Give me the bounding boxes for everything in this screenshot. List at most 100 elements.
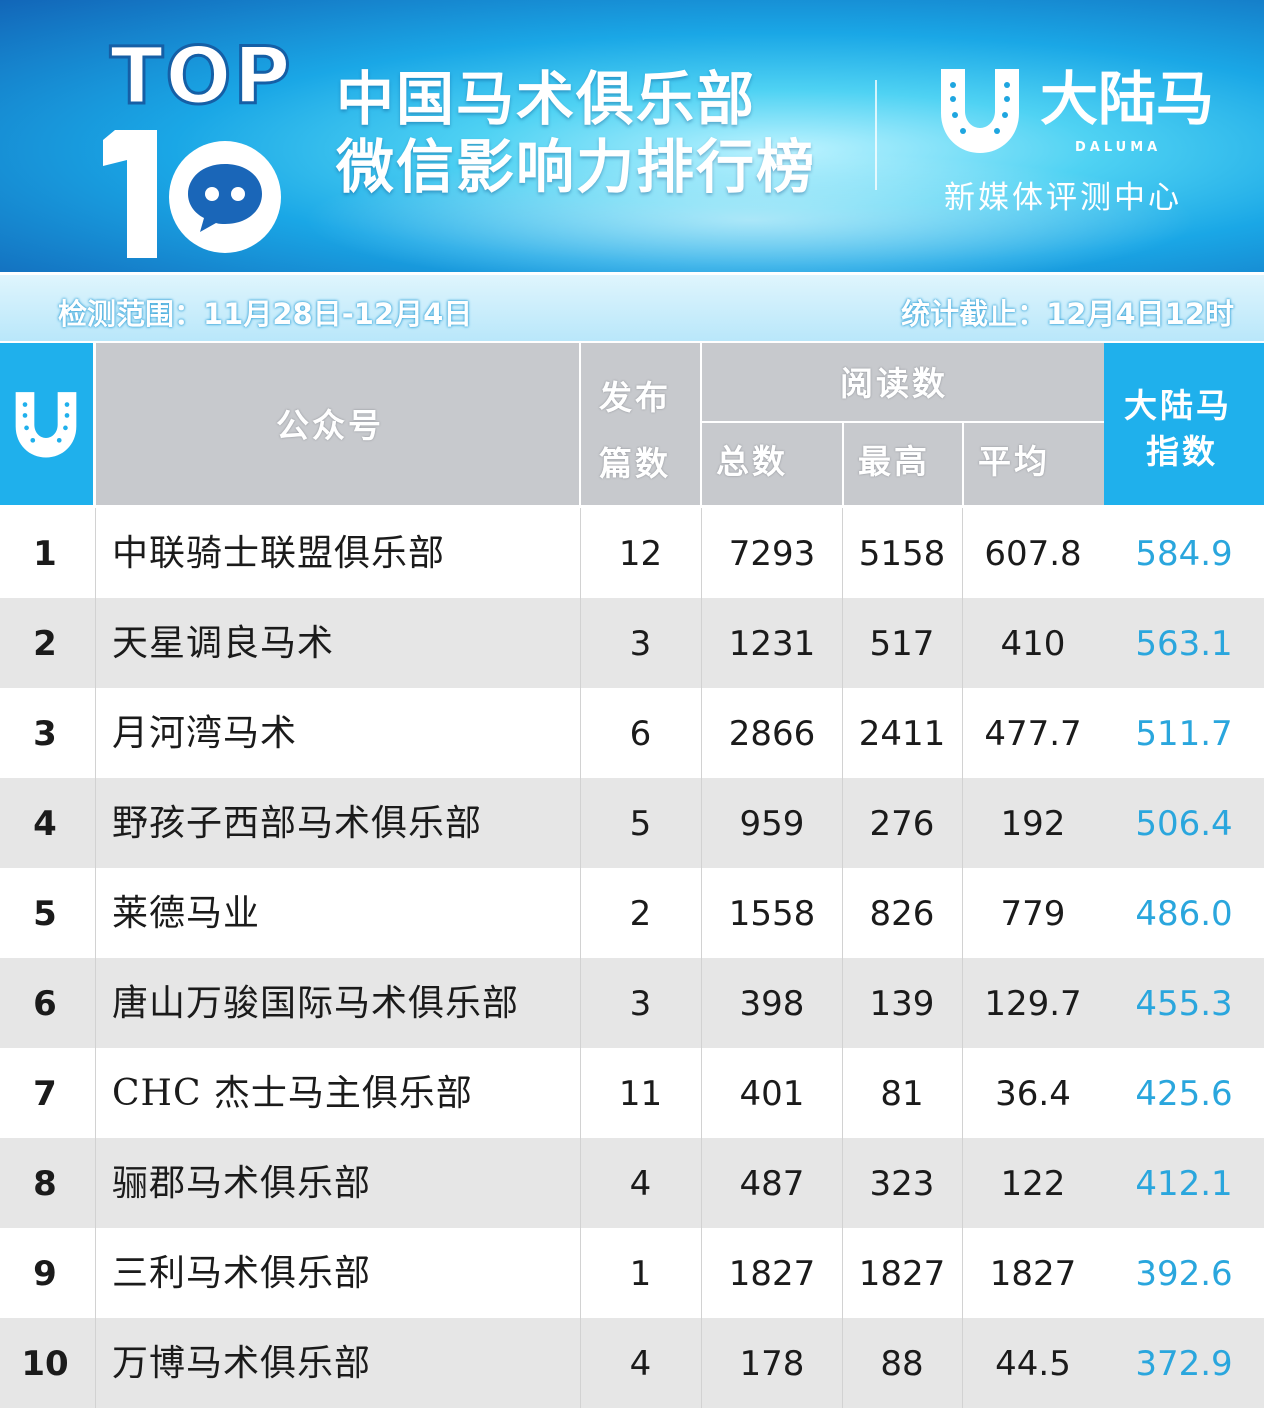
brand-name: 大陆马 [1040, 65, 1215, 133]
column-divider [95, 868, 96, 958]
reads-total-cell: 1558 [728, 894, 816, 934]
column-divider [842, 958, 843, 1048]
header-index-line2: 指数 [1146, 432, 1218, 471]
column-divider [701, 958, 702, 1048]
column-divider [95, 958, 96, 1048]
column-divider [701, 1318, 702, 1408]
rank-cell: 5 [33, 894, 57, 934]
reads-total-cell: 1231 [728, 624, 816, 664]
column-divider [842, 1228, 843, 1318]
reads-avg-cell: 607.8 [984, 534, 1082, 574]
reads-max-cell: 88 [880, 1344, 924, 1384]
reads-total-cell: 2866 [728, 714, 816, 754]
publications-cell: 1 [629, 1254, 652, 1294]
publications-cell: 12 [618, 534, 663, 574]
column-divider [842, 868, 843, 958]
rank-cell: 6 [33, 984, 57, 1024]
column-divider [701, 688, 702, 778]
column-divider [95, 1318, 96, 1408]
column-divider [962, 508, 963, 598]
column-divider [842, 778, 843, 868]
column-divider [701, 1048, 702, 1138]
table-row: 6 唐山万骏国际马术俱乐部 3 398 139 129.7 455.3 [0, 958, 1264, 1048]
header-total-label: 总数 [716, 442, 788, 481]
daluma-index-cell: 455.3 [1135, 984, 1233, 1024]
column-divider [580, 1138, 581, 1228]
info-bar: 检测范围：11月28日-12月4日 统计截止：12月4日12时 [0, 272, 1264, 341]
reads-total-cell: 1827 [728, 1254, 816, 1294]
header-max: 最高 [844, 423, 962, 505]
horseshoe-logo-icon [941, 69, 1019, 153]
reads-avg-cell: 477.7 [984, 714, 1082, 754]
header-reads-label: 阅读数 [840, 364, 948, 403]
daluma-index-cell: 584.9 [1135, 534, 1233, 574]
account-name-cell: 天星调良马术 [112, 623, 335, 664]
column-divider [95, 778, 96, 868]
table-row: 7 CHC 杰士马主俱乐部 11 401 81 36.4 425.6 [0, 1048, 1264, 1138]
account-name-cell: 骊郡马术俱乐部 [112, 1163, 372, 1204]
reads-avg-cell: 410 [1000, 624, 1066, 664]
column-divider [701, 1138, 702, 1228]
title-line-1: 中国马术俱乐部 [336, 65, 757, 133]
account-name-cell: 莱德马业 [112, 893, 261, 934]
rank-cell: 8 [33, 1164, 57, 1204]
reads-avg-cell: 44.5 [995, 1344, 1071, 1384]
table-row: 8 骊郡马术俱乐部 4 487 323 122 412.1 [0, 1138, 1264, 1228]
reads-avg-cell: 779 [1000, 894, 1066, 934]
column-divider [701, 598, 702, 688]
publications-cell: 6 [629, 714, 652, 754]
ten-one-glyph [103, 130, 157, 258]
header-pubs-line1: 发布 [599, 378, 671, 417]
header-avg-label: 平均 [978, 442, 1050, 481]
column-divider [842, 598, 843, 688]
header-avg: 平均 [964, 423, 1104, 505]
reads-max-cell: 323 [869, 1164, 935, 1204]
table-row: 3 月河湾马术 6 2866 2411 477.7 511.7 [0, 688, 1264, 778]
table-row: 1 中联骑士联盟俱乐部 12 7293 5158 607.8 584.9 [0, 508, 1264, 598]
reads-max-cell: 139 [869, 984, 935, 1024]
publications-cell: 4 [629, 1344, 652, 1384]
reads-avg-cell: 129.7 [984, 984, 1082, 1024]
header-logo-cell [0, 343, 93, 505]
account-name-cell: 万博马术俱乐部 [112, 1343, 372, 1384]
horseshoe-icon [15, 392, 77, 458]
rank-cell: 4 [33, 804, 57, 844]
column-divider [842, 688, 843, 778]
reads-total-cell: 398 [739, 984, 805, 1024]
daluma-index-cell: 372.9 [1135, 1344, 1233, 1384]
reads-max-cell: 276 [869, 804, 935, 844]
column-divider [95, 598, 96, 688]
wechat-bubble-icon [169, 141, 281, 253]
reads-avg-cell: 1827 [989, 1254, 1077, 1294]
header-max-label: 最高 [858, 442, 930, 481]
daluma-index-cell: 506.4 [1135, 804, 1233, 844]
reads-total-cell: 178 [739, 1344, 805, 1384]
daluma-index-cell: 412.1 [1135, 1164, 1233, 1204]
column-divider [701, 868, 702, 958]
column-divider [701, 508, 702, 598]
column-divider [95, 1228, 96, 1318]
header-publications: 发布 篇数 [581, 343, 700, 505]
column-divider [580, 688, 581, 778]
header-total: 总数 [702, 423, 842, 505]
header-account: 公众号 [96, 343, 579, 505]
reads-total-cell: 7293 [728, 534, 816, 574]
publications-cell: 2 [629, 894, 652, 934]
column-divider [962, 1318, 963, 1408]
reads-max-cell: 5158 [858, 534, 946, 574]
column-divider [962, 868, 963, 958]
header-reads: 阅读数 总数 最高 平均 [702, 343, 1104, 505]
reads-max-cell: 517 [869, 624, 935, 664]
account-name-cell: 野孩子西部马术俱乐部 [112, 803, 483, 844]
reads-total-cell: 401 [739, 1074, 805, 1114]
banner-glow [300, 150, 1200, 272]
brand-english: DALUMA [1075, 140, 1162, 155]
daluma-index-cell: 392.6 [1135, 1254, 1233, 1294]
table-row: 4 野孩子西部马术俱乐部 5 959 276 192 506.4 [0, 778, 1264, 868]
daluma-index-cell: 486.0 [1135, 894, 1233, 934]
column-divider [95, 1048, 96, 1138]
column-divider [580, 1318, 581, 1408]
column-divider [962, 1138, 963, 1228]
top-label: TOP [109, 32, 293, 122]
reads-max-cell: 81 [880, 1074, 924, 1114]
